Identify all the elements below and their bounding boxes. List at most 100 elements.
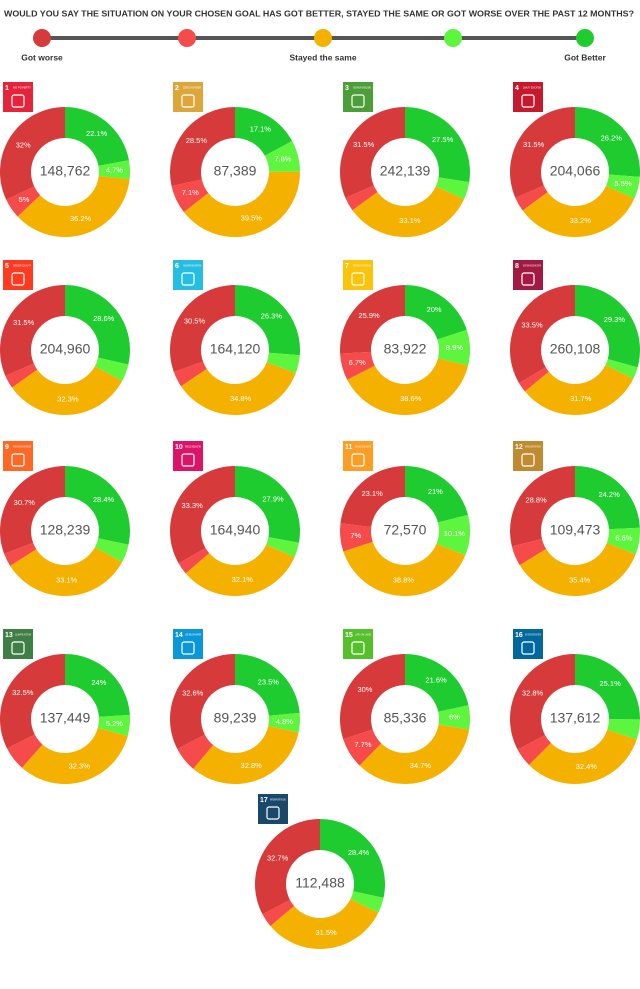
donut-segment (510, 107, 575, 198)
donut-segment (254, 819, 320, 915)
total-label: 260,108 (550, 341, 601, 357)
total-label: 109,473 (550, 522, 601, 538)
value-label: 28.5% (186, 136, 208, 145)
donut-segment (515, 185, 548, 211)
goal-pictogram (521, 453, 535, 467)
value-label: 32.1% (232, 575, 254, 584)
scale-label: Got worse (21, 52, 63, 62)
value-label: 24.2% (598, 490, 620, 499)
goal-number: 7 (345, 263, 349, 270)
donut-segment (517, 735, 551, 765)
value-label: 28.4% (348, 848, 370, 857)
value-label: 32.3% (69, 761, 91, 770)
donut-segment (262, 899, 295, 927)
donut-segment (178, 547, 210, 574)
value-label: 8.9% (446, 343, 463, 352)
donut-segment (171, 179, 209, 213)
donut-segment (510, 466, 575, 547)
value-label: 32.8% (522, 689, 544, 698)
value-label: 6% (449, 713, 460, 722)
goal-title: SUSTAINABLE CITIES AND COMMUNITIES (355, 445, 371, 449)
scale-label: Stayed the same (289, 52, 356, 62)
value-label: 20% (427, 305, 442, 314)
value-label: 38.6% (400, 394, 422, 403)
value-label: 7.7% (354, 740, 371, 749)
goal-title: LIFE ON LAND (355, 633, 371, 637)
donut-segment (575, 654, 640, 720)
donut-segment (438, 705, 470, 730)
scale-dot (178, 29, 196, 47)
scale-label: Got Better (564, 52, 606, 62)
donut-segment (359, 724, 470, 784)
value-label: 35.4% (569, 575, 591, 584)
total-label: 89,239 (214, 710, 257, 726)
value-label: 6.7% (349, 358, 366, 367)
total-label: 85,336 (384, 710, 427, 726)
donut-segment (606, 174, 640, 199)
donut-segment (0, 466, 66, 554)
total-label: 128,239 (40, 522, 91, 538)
value-label: 28.6% (93, 314, 115, 323)
donut-segment (65, 285, 131, 365)
donut-segment (345, 185, 378, 211)
donut-segment (65, 107, 129, 166)
donut-segment (0, 285, 65, 376)
donut-segment (0, 654, 65, 749)
goal-number: 11 (345, 444, 353, 451)
goal-pictogram (181, 641, 195, 655)
donut-segment (575, 107, 640, 177)
value-label: 27.5% (432, 135, 454, 144)
value-label: 33.5% (521, 320, 543, 329)
value-label: 32.3% (57, 394, 79, 403)
value-label: 25.1% (599, 679, 621, 688)
donut-segment (343, 541, 466, 597)
goal-number: 17 (260, 797, 268, 804)
donut-segment (11, 366, 123, 416)
donut-segment (94, 538, 129, 562)
donut-segment (343, 729, 382, 766)
value-label: 21% (428, 487, 443, 496)
donut-segment (266, 537, 299, 558)
goal-number: 5 (5, 263, 9, 270)
donut-segment (509, 654, 575, 750)
value-label: 6.6% (615, 534, 632, 543)
donut-segment (65, 466, 131, 545)
donut-segment (235, 654, 300, 716)
goal-title: REDUCED INEQUALITIES (185, 445, 201, 449)
total-label: 83,922 (384, 341, 427, 357)
donut-segment (173, 361, 207, 387)
value-label: 26.3% (261, 311, 283, 320)
value-label: 4.7% (106, 165, 123, 174)
value-label: 5.5% (614, 179, 631, 188)
scale-dot (33, 29, 51, 47)
goal-title: ZERO HUNGER (183, 86, 201, 90)
donut-segment (17, 175, 130, 237)
donut-segment (170, 466, 235, 564)
goal-number: 13 (5, 632, 13, 639)
goal-pictogram (351, 272, 365, 286)
total-label: 137,449 (40, 710, 91, 726)
goal-pictogram (11, 94, 25, 108)
value-label: 17.1% (250, 124, 272, 133)
value-label: 32.4% (576, 762, 598, 771)
goal-number: 8 (515, 263, 519, 270)
donut-segment (340, 107, 405, 198)
value-label: 31.7% (570, 394, 592, 403)
goal-number: 3 (345, 85, 349, 92)
donut-segment (170, 107, 235, 187)
donut-segment (511, 539, 547, 566)
goal-number: 2 (175, 85, 179, 92)
donut-segment (350, 891, 384, 913)
value-label: 28.4% (93, 495, 115, 504)
donut-segment (268, 712, 300, 733)
goal-pictogram (521, 94, 535, 108)
goal-pictogram (351, 453, 365, 467)
value-label: 23.5% (258, 677, 280, 686)
value-label: 30.7% (14, 498, 36, 507)
total-label: 204,066 (550, 163, 601, 179)
goal-pictogram (181, 94, 195, 108)
donut-segment (22, 727, 128, 784)
donut-segment (170, 654, 235, 749)
donut-segment (340, 351, 375, 380)
